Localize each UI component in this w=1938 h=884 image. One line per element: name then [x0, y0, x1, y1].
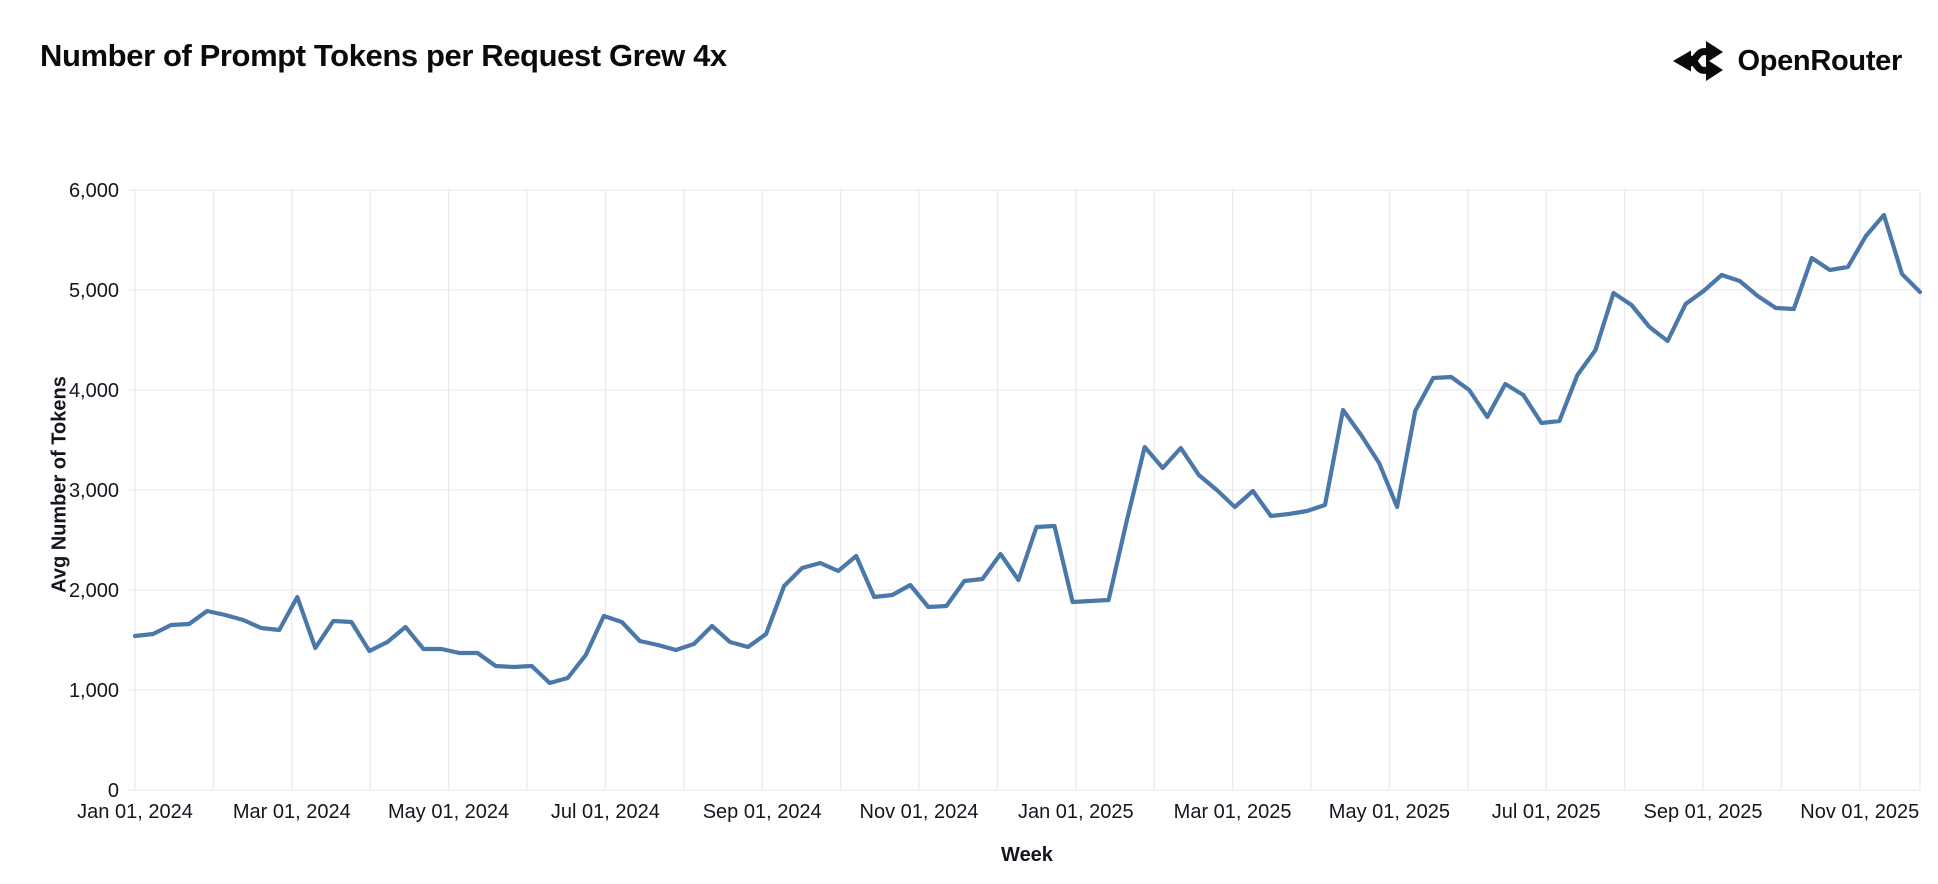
x-axis-tick-labels: Jan 01, 2024 Mar 01, 2024 May 01, 2024 Jul …: [77, 801, 1919, 823]
y-tick-label: 3,000: [69, 480, 119, 502]
x-tick-label: Sep 01, 2024: [703, 801, 822, 823]
avg-prompt-tokens-line: [132, 212, 1923, 686]
y-tick-label: 2,000: [69, 580, 119, 602]
x-tick-label: Mar 01, 2025: [1174, 801, 1292, 823]
x-axis-title: Week: [1001, 844, 1053, 866]
x-tick-label: Jan 01, 2025: [1018, 801, 1134, 823]
y-axis-tick-labels: 0 1,000 2,000 3,000 4,000 5,000 6,000: [69, 180, 119, 802]
x-tick-label: May 01, 2024: [388, 801, 509, 823]
gridlines: [127, 189, 1921, 791]
y-axis-title: Avg Number of Tokens: [48, 376, 71, 593]
y-tick-label: 4,000: [69, 380, 119, 402]
x-tick-label: Sep 01, 2025: [1644, 801, 1763, 823]
y-tick-label: 0: [108, 780, 119, 802]
y-tick-label: 6,000: [69, 180, 119, 202]
y-tick-label: 1,000: [69, 680, 119, 702]
x-tick-label: Mar 01, 2024: [233, 801, 351, 823]
x-tick-label: Jan 01, 2024: [77, 801, 193, 823]
x-tick-label: Nov 01, 2025: [1800, 801, 1919, 823]
brand-name: OpenRouter: [1737, 44, 1902, 77]
openrouter-logo-icon: [1671, 38, 1725, 84]
x-tick-label: Jul 01, 2025: [1492, 801, 1601, 823]
x-tick-label: Nov 01, 2024: [860, 801, 979, 823]
y-tick-label: 5,000: [69, 280, 119, 302]
x-tick-label: Jul 01, 2024: [551, 801, 660, 823]
page-title: Number of Prompt Tokens per Request Grew…: [40, 38, 727, 73]
openrouter-brand: OpenRouter: [1671, 38, 1902, 84]
x-tick-label: May 01, 2025: [1329, 801, 1450, 823]
